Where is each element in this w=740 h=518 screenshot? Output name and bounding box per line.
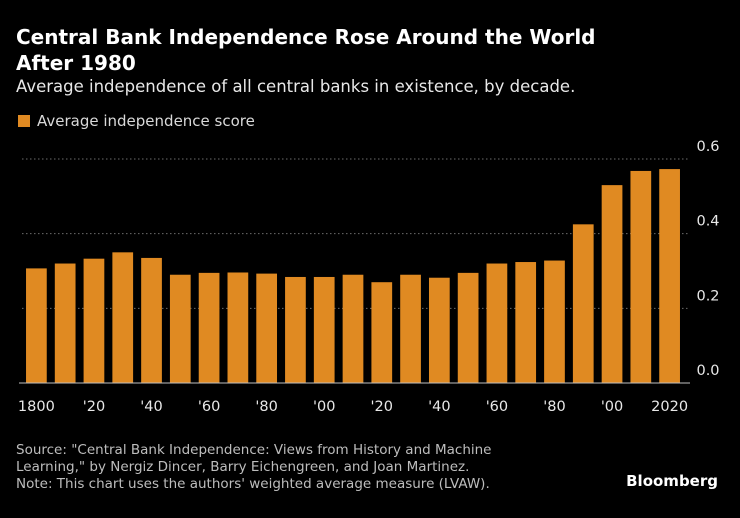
y-axis-labels: 0.0 0.2 0.4 0.6 xyxy=(696,139,719,379)
source-line-2: Learning," by Nergiz Dincer, Barry Eiche… xyxy=(16,459,470,475)
y-tick-label: 0.2 xyxy=(696,288,719,304)
bar-2000 xyxy=(601,185,623,383)
bar-1980 xyxy=(544,260,565,383)
bar-1930 xyxy=(400,274,421,383)
legend-swatch xyxy=(18,115,30,127)
bars xyxy=(26,169,680,383)
legend-label: Average independence score xyxy=(37,112,255,130)
bar-1880 xyxy=(256,273,278,383)
y-tick-label: 0.6 xyxy=(696,139,719,155)
bar-1910 xyxy=(342,274,364,383)
bar-1800 xyxy=(26,268,47,383)
source-line-1: Source: "Central Bank Independence: View… xyxy=(16,442,492,458)
bar-1960 xyxy=(486,263,508,383)
bar-1850 xyxy=(169,274,191,383)
x-tick-label: '40 xyxy=(428,399,450,415)
x-tick-label: '00 xyxy=(313,399,335,415)
bar-chart: 0.0 0.2 0.4 0.6 1800 '20 '40 '60 '80 '00 '20 '40 '6… xyxy=(18,139,720,415)
bar-1940 xyxy=(428,277,450,383)
y-tick-label: 0.4 xyxy=(696,214,719,230)
x-tick-label: '60 xyxy=(198,399,220,415)
bar-1870 xyxy=(227,272,249,383)
chart-title: Central Bank Independence Rose Around th… xyxy=(16,25,596,75)
x-tick-label: '80 xyxy=(255,399,277,415)
chart-subtitle: Average independence of all central bank… xyxy=(16,77,576,96)
bar-1900 xyxy=(313,276,335,383)
bar-1920 xyxy=(371,282,393,383)
bloomberg-logo: Bloomberg xyxy=(626,472,718,490)
legend: Average independence score xyxy=(18,112,255,130)
bar-1970 xyxy=(515,262,537,383)
source-note: Source: "Central Bank Independence: View… xyxy=(16,442,616,493)
x-tick-label: 2020 xyxy=(651,399,688,415)
bar-1840 xyxy=(141,257,162,383)
bar-1860 xyxy=(198,272,220,383)
bar-1890 xyxy=(285,276,306,383)
y-tick-label: 0.0 xyxy=(696,363,719,379)
x-tick-label: 1800 xyxy=(18,399,55,415)
bar-1950 xyxy=(457,272,479,383)
x-axis-labels: 1800 '20 '40 '60 '80 '00 '20 '40 '60 '80 '00 2020 xyxy=(18,399,688,415)
x-tick-label: '60 xyxy=(486,399,508,415)
bar-1820 xyxy=(83,258,105,383)
x-tick-label: '40 xyxy=(140,399,162,415)
bar-1830 xyxy=(112,252,134,383)
x-tick-label: '20 xyxy=(371,399,393,415)
bar-2020 xyxy=(659,169,680,383)
x-tick-label: '80 xyxy=(543,399,565,415)
x-tick-label: '00 xyxy=(601,399,623,415)
bar-1810 xyxy=(54,263,76,383)
chart-note: Note: This chart uses the authors' weigh… xyxy=(16,476,490,492)
bar-2010 xyxy=(630,170,652,383)
x-tick-label: '20 xyxy=(83,399,105,415)
bar-1990 xyxy=(572,224,594,383)
